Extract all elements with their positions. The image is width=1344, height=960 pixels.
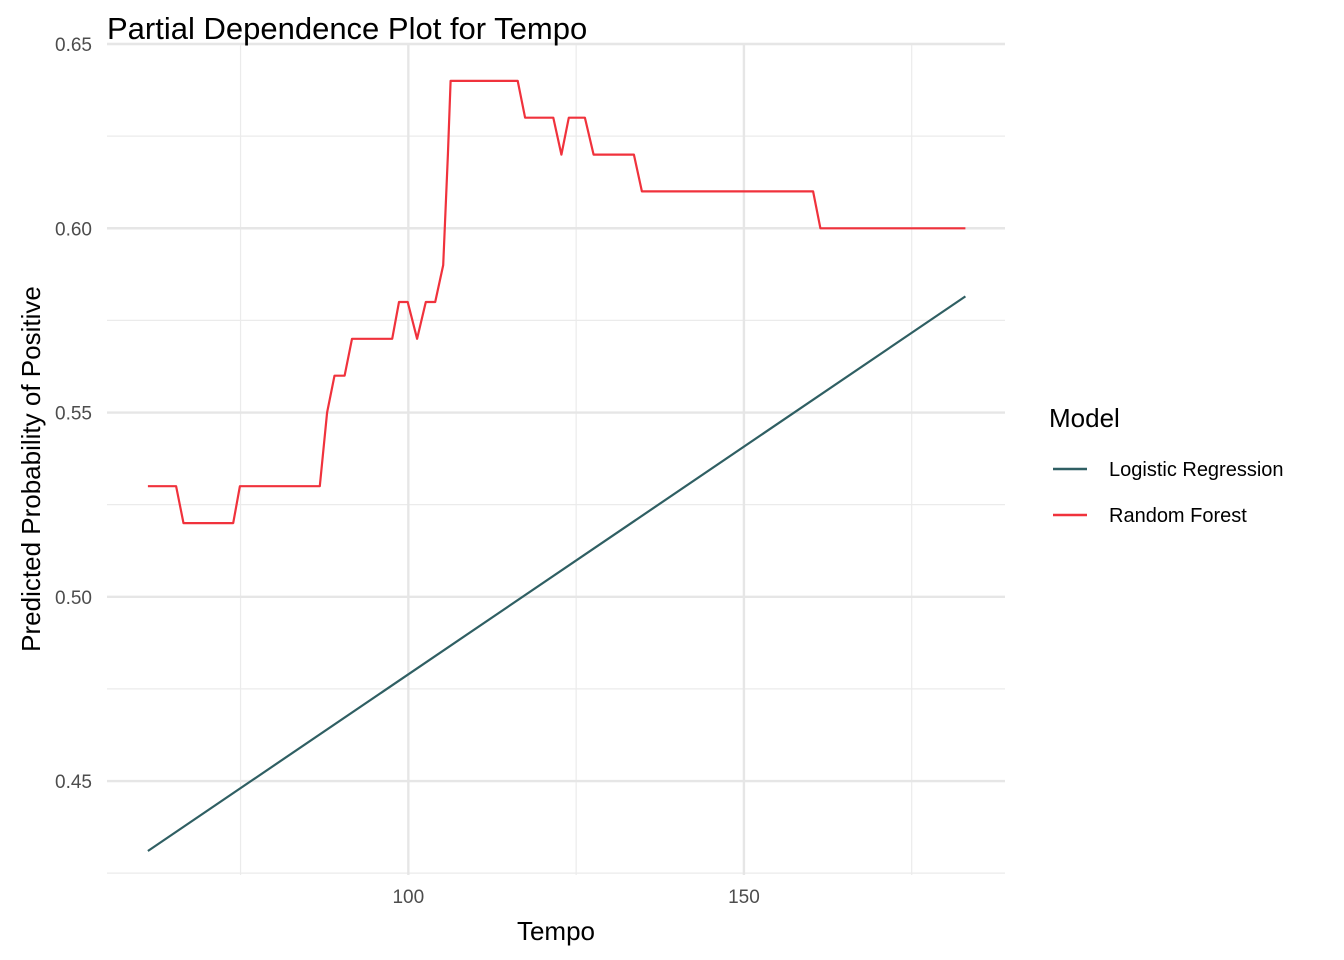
y-axis-ticks: 0.45 0.50 0.55 0.60 0.65 xyxy=(55,35,92,793)
legend-label-random-forest: Random Forest xyxy=(1109,505,1247,527)
series-line-random-forest xyxy=(147,79,966,525)
y-tick-label: 0.50 xyxy=(55,588,92,609)
y-tick-label: 0.60 xyxy=(55,219,92,240)
y-tick-label: 0.65 xyxy=(55,35,92,56)
legend-items: Logistic Regression Random Forest xyxy=(1053,459,1284,527)
y-tick-label: 0.45 xyxy=(55,772,92,793)
x-axis-title: Tempo xyxy=(517,916,595,946)
legend-label-logistic-regression: Logistic Regression xyxy=(1109,459,1284,481)
y-axis-title: Predicted Probability of Positive xyxy=(16,286,46,652)
chart-title: Partial Dependence Plot for Tempo xyxy=(107,11,587,46)
major-gridlines xyxy=(107,42,1005,875)
series-line-logistic-regression xyxy=(147,295,967,852)
legend-title: Model xyxy=(1049,403,1120,433)
legend: Model Logistic Regression Random Forest xyxy=(1049,403,1284,527)
minor-gridlines xyxy=(107,44,1005,875)
x-tick-label: 150 xyxy=(728,887,760,908)
series-lines xyxy=(147,79,967,852)
x-tick-label: 100 xyxy=(392,887,424,908)
x-axis-ticks: 100 150 xyxy=(392,887,759,908)
y-tick-label: 0.55 xyxy=(55,404,92,425)
